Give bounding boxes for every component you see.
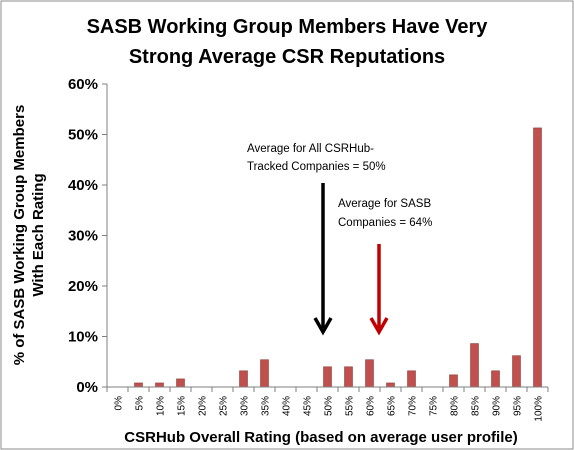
x-axis: 0% 5% 10% 15% 20% 25% 30% 35% 40% 45% 50% 55% 60% 65%…	[106, 387, 549, 422]
x-tick-label: 0%	[114, 396, 125, 411]
x-tick-label: 60%	[366, 396, 377, 416]
x-tick-label: 65%	[387, 396, 398, 416]
annotation-sasb-companies: Average for SASB Companies = 64%	[338, 198, 432, 229]
x-tick-label: 100%	[534, 396, 545, 422]
arrow-sasb-head	[369, 317, 389, 336]
chart-title-line-1: SASB Working Group Members Have Very	[87, 16, 489, 38]
x-tick-label: 80%	[450, 396, 461, 416]
x-tick-label: 50%	[324, 396, 335, 416]
x-tick-label: 90%	[492, 396, 503, 416]
x-tick-label: 40%	[282, 396, 293, 416]
bar-60pct	[365, 359, 374, 388]
bar-series	[134, 127, 542, 388]
x-tick-label: 70%	[408, 396, 419, 416]
y-axis-title: % of SASB Working Group Members With Eac…	[11, 105, 47, 366]
bar-70pct	[407, 370, 416, 388]
annotation-sasb-line-1: Average for SASB	[338, 198, 431, 210]
annotation-sasb-line-2: Companies = 64%	[338, 217, 432, 229]
annotation-all-line-1: Average for All CSRHub-	[247, 143, 374, 155]
y-tick-label: 10%	[68, 329, 98, 346]
x-tick-label: 85%	[471, 396, 482, 416]
y-tick-label: 60%	[68, 76, 98, 93]
bar-80pct	[449, 374, 458, 388]
x-tick-label: 75%	[429, 396, 440, 416]
bar-35pct	[260, 359, 269, 388]
bar-95pct	[512, 355, 521, 388]
x-tick-label: 25%	[219, 396, 230, 416]
x-tick-label: 95%	[513, 396, 524, 416]
y-tick-label: 50%	[68, 127, 98, 144]
bar-15pct	[176, 378, 185, 388]
bar-30pct	[239, 370, 248, 388]
y-axis-title-line-1: % of SASB Working Group Members	[11, 105, 28, 366]
bar-10pct	[155, 382, 164, 388]
x-tick-label: 30%	[240, 396, 251, 416]
arrow-all-head	[313, 317, 333, 336]
bar-50pct	[323, 366, 332, 388]
y-tick-label: 40%	[68, 177, 98, 194]
annotation-all-companies: Average for All CSRHub- Tracked Companie…	[247, 143, 386, 173]
y-axis: 0% 10% 20% 30% 40% 50% 60%	[68, 76, 107, 396]
bar-65pct	[386, 382, 395, 388]
chart-title-line-2: Strong Average CSR Reputations	[129, 46, 445, 68]
y-axis-title-line-2: With Each Rating	[30, 173, 47, 296]
arrow-sasb-companies	[369, 244, 389, 336]
y-tick-label: 20%	[68, 278, 98, 295]
x-tick-label: 15%	[177, 396, 188, 416]
bar-100pct	[533, 127, 542, 388]
y-tick-label: 0%	[76, 379, 98, 396]
bar-55pct	[344, 366, 353, 388]
bar-85pct	[470, 343, 479, 388]
x-tick-label: 45%	[303, 396, 314, 416]
bar-5pct	[134, 382, 143, 388]
x-tick-label: 35%	[261, 396, 272, 416]
x-tick-label: 20%	[198, 396, 209, 416]
bar-90pct	[491, 370, 500, 388]
x-tick-label: 55%	[345, 396, 356, 416]
x-tick-label: 5%	[135, 396, 146, 411]
y-tick-label: 30%	[68, 228, 98, 245]
annotation-all-line-2: Tracked Companies = 50%	[247, 161, 386, 173]
x-tick-label: 10%	[156, 396, 167, 416]
x-axis-title: CSRHub Overall Rating (based on average …	[124, 429, 517, 446]
arrow-all-companies	[313, 183, 333, 336]
